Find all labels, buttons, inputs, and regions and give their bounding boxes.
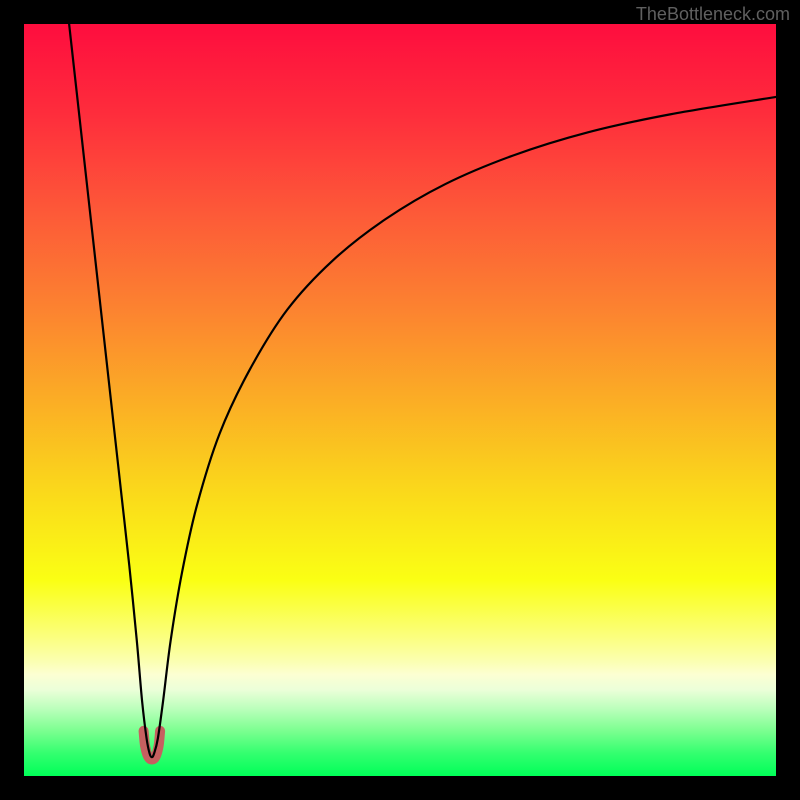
watermark-text: TheBottleneck.com: [636, 4, 790, 25]
gradient-background: [24, 24, 776, 776]
chart-container: TheBottleneck.com: [0, 0, 800, 800]
bottleneck-chart: [0, 0, 800, 800]
